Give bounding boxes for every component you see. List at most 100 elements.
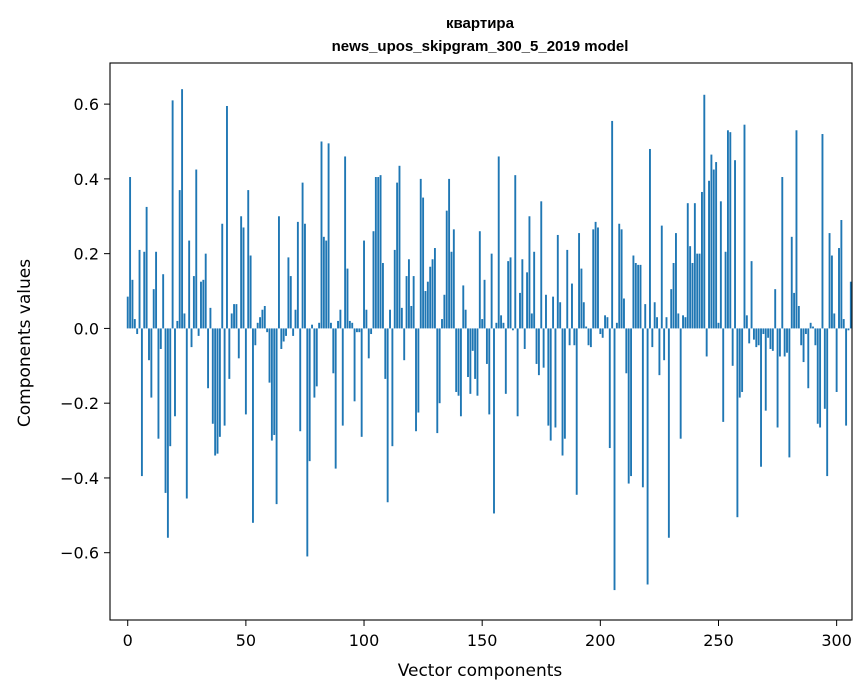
bar-192 (580, 268, 583, 329)
bar-31 (200, 281, 202, 329)
bar-160 (504, 328, 507, 394)
bar-142 (462, 285, 465, 329)
bars-group (126, 89, 855, 591)
bar-97 (355, 328, 358, 333)
bar-183 (559, 302, 562, 329)
bar-8 (145, 206, 148, 329)
bar-276 (778, 328, 781, 357)
chart-title-line2: news_upos_skipgram_300_5_2019 model (332, 38, 629, 55)
bar-273 (771, 328, 774, 351)
bar-267 (757, 328, 760, 346)
bar-98 (358, 328, 361, 333)
bar-6 (140, 328, 143, 477)
bar-22 (178, 190, 181, 329)
bar-248 (712, 169, 715, 329)
bar-63 (275, 328, 278, 505)
bar-37 (214, 328, 217, 456)
bar-268 (760, 328, 762, 467)
bar-125 (422, 197, 425, 329)
bar-4 (136, 328, 139, 335)
bar-205 (611, 120, 614, 329)
bar-266 (755, 328, 758, 348)
bar-255 (729, 132, 732, 329)
bar-130 (433, 248, 436, 329)
bar-38 (216, 328, 219, 454)
bar-53 (252, 328, 254, 523)
bar-108 (381, 263, 384, 329)
bar-92 (344, 156, 347, 329)
bar-165 (516, 328, 519, 417)
bar-42 (226, 105, 228, 329)
plot-frame (109, 62, 853, 621)
bar-71 (294, 309, 297, 329)
bar-279 (786, 328, 788, 353)
bar-11 (152, 289, 155, 329)
bar-56 (259, 317, 261, 329)
bar-173 (535, 328, 538, 364)
bar-122 (415, 328, 417, 432)
bar-80 (315, 328, 318, 387)
bar-133 (441, 319, 443, 329)
bar-179 (549, 328, 552, 441)
bar-262 (745, 315, 748, 329)
bar-261 (743, 124, 746, 329)
bar-178 (547, 328, 550, 426)
bar-210 (623, 298, 625, 329)
bar-306 (849, 281, 852, 329)
bar-110 (386, 328, 389, 503)
bar-47 (237, 328, 240, 359)
bar-197 (592, 229, 595, 329)
bar-149 (478, 231, 481, 329)
bar-158 (500, 315, 503, 329)
bar-143 (464, 309, 467, 329)
bar-265 (752, 328, 755, 340)
bar-235 (682, 315, 684, 329)
bar-111 (389, 309, 391, 329)
bar-34 (207, 328, 210, 389)
bar-289 (809, 322, 812, 329)
bar-94 (348, 320, 351, 329)
bar-29 (195, 169, 198, 329)
bar-51 (247, 190, 250, 329)
bar-45 (233, 304, 236, 329)
x-tick-label-6: 300 (821, 631, 852, 650)
bar-81 (318, 322, 321, 329)
bar-105 (374, 177, 377, 329)
bar-152 (485, 328, 488, 364)
bar-67 (285, 328, 287, 336)
bar-76 (306, 328, 309, 557)
bar-195 (587, 328, 590, 346)
bar-212 (627, 328, 630, 484)
bar-62 (273, 328, 276, 435)
bar-48 (240, 216, 243, 329)
y-tick-label-0: −0.6 (60, 544, 99, 563)
bar-100 (363, 240, 365, 329)
bar-157 (497, 156, 500, 329)
bar-230 (670, 289, 673, 329)
bar-245 (705, 328, 708, 357)
bar-221 (649, 148, 651, 329)
bar-49 (242, 227, 245, 329)
bar-13 (157, 328, 160, 439)
bar-283 (795, 130, 798, 329)
bar-225 (658, 328, 661, 376)
bar-251 (719, 201, 722, 329)
bar-32 (202, 279, 205, 329)
bar-282 (793, 292, 796, 329)
bar-41 (223, 328, 226, 426)
bar-147 (474, 328, 477, 379)
bar-286 (802, 328, 805, 363)
bar-140 (457, 328, 460, 396)
bar-3 (133, 319, 136, 329)
bar-119 (407, 259, 410, 329)
bar-69 (289, 276, 292, 329)
bar-113 (393, 249, 396, 329)
bar-223 (653, 302, 656, 329)
bar-40 (221, 223, 224, 329)
bar-220 (646, 328, 649, 585)
bar-297 (828, 233, 831, 329)
bar-36 (211, 328, 214, 424)
bar-121 (412, 276, 415, 329)
y-tick-label-3: 0.0 (74, 319, 99, 338)
